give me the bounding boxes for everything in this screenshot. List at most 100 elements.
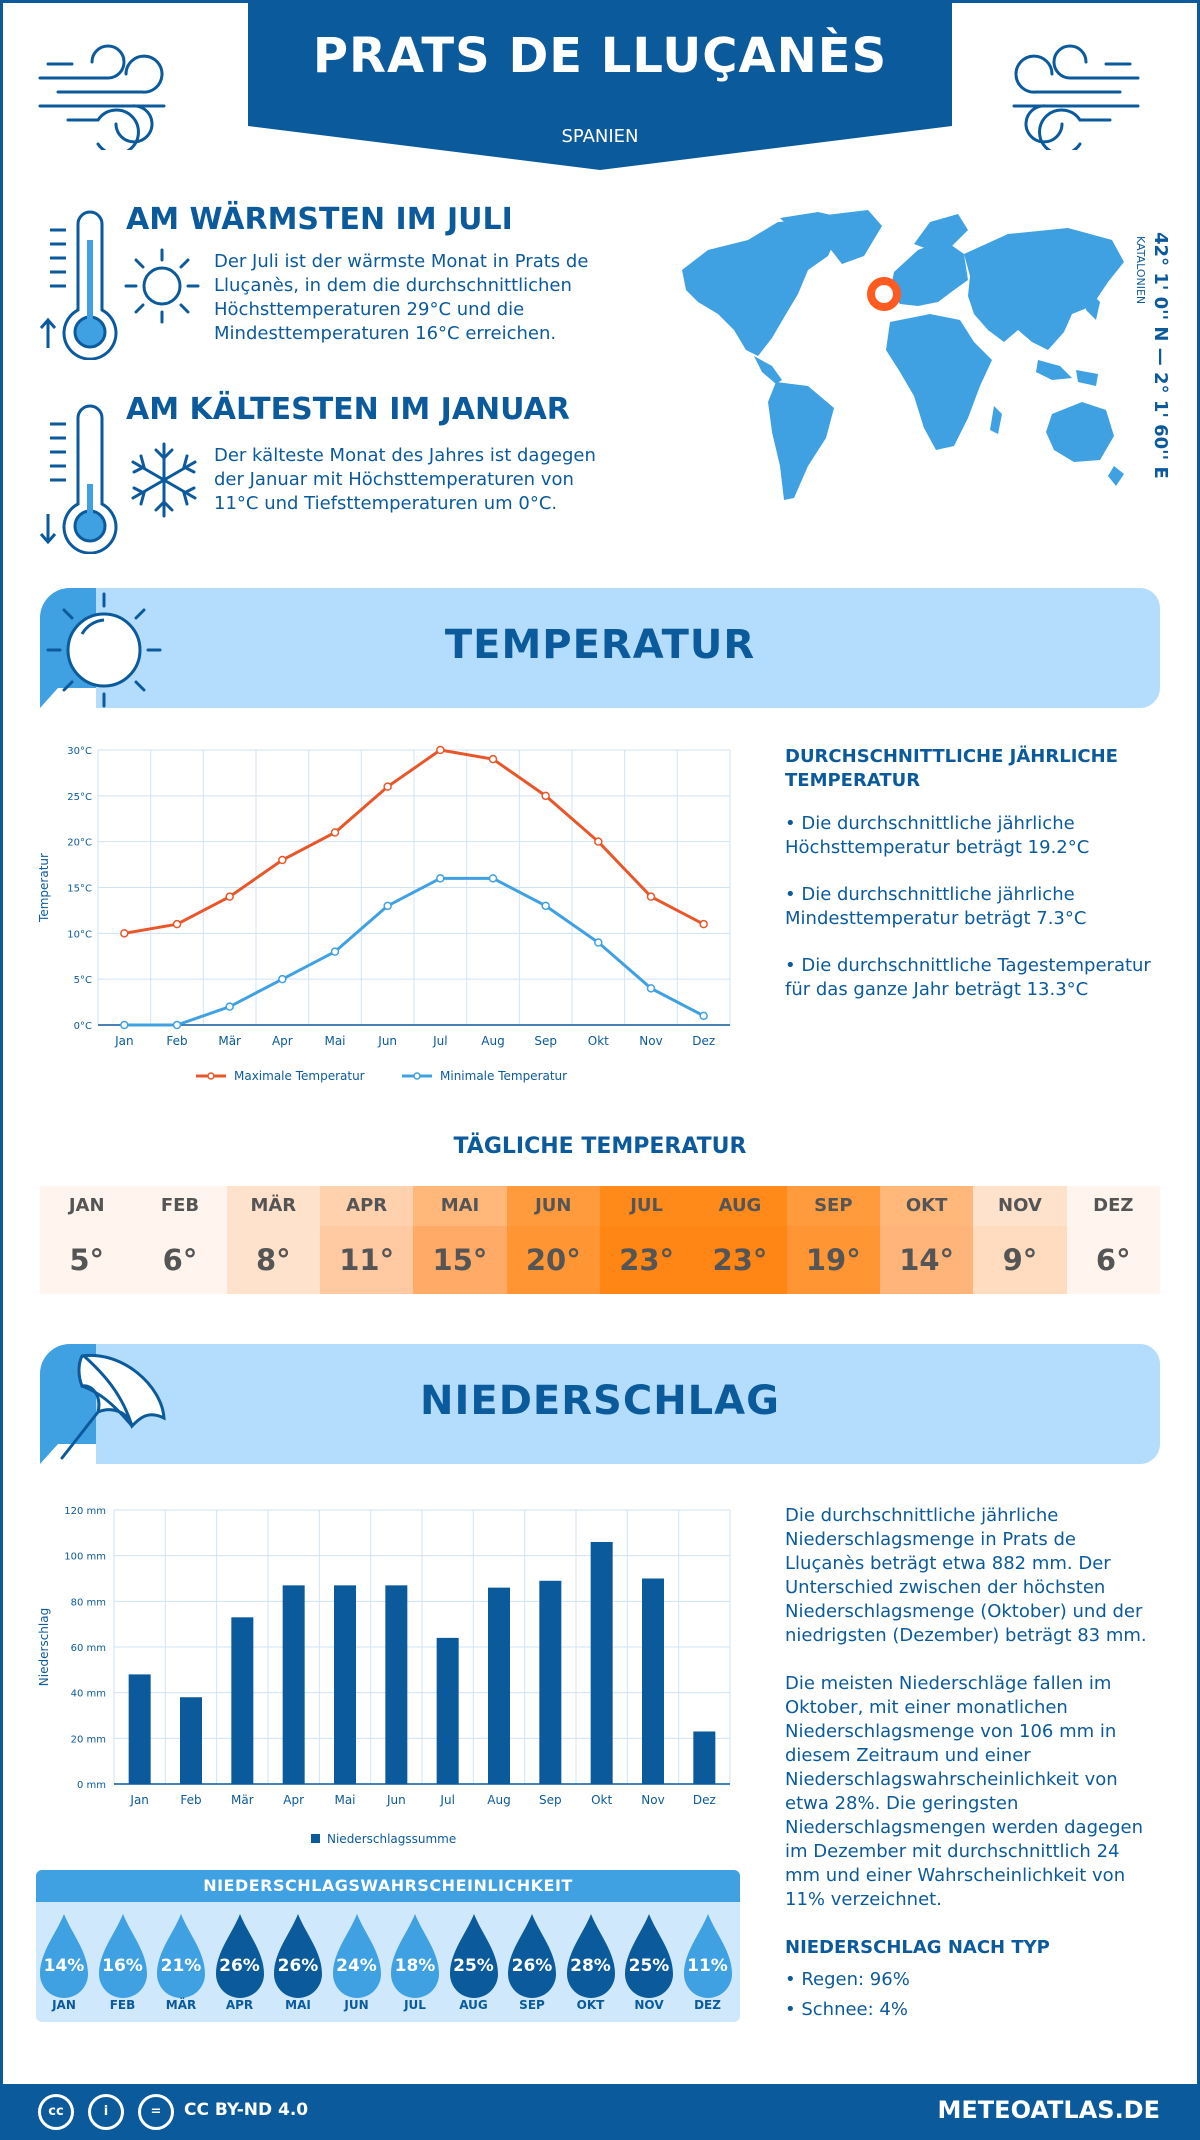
data-point bbox=[172, 1020, 182, 1030]
raindrop-shape bbox=[332, 1914, 381, 1998]
x-tick-label: Feb bbox=[166, 1034, 187, 1048]
temperature-bullet: • Die durchschnittliche jährliche Mindes… bbox=[785, 884, 1087, 929]
raindrop-icon bbox=[215, 1914, 264, 1998]
series-line bbox=[124, 876, 705, 1027]
wind-icon bbox=[38, 44, 166, 150]
data-point bbox=[330, 947, 340, 956]
probability-month: JUL bbox=[404, 1998, 426, 2012]
text-line: 11% verzeichnet. bbox=[785, 1889, 942, 1910]
precipitation-details: Die meisten Niederschläge fallen im Oktob… bbox=[785, 1672, 1160, 1912]
daily-month-label: FEB bbox=[133, 1186, 227, 1226]
data-point bbox=[225, 892, 234, 901]
region-label: KATALONIEN bbox=[1134, 236, 1147, 305]
temperature-bullet: • Die durchschnittliche Tagestemperatur … bbox=[785, 955, 1151, 1000]
temperature-title: TEMPERATUR bbox=[444, 622, 756, 668]
probability-value: 25% bbox=[628, 1956, 670, 1976]
raindrop-icon bbox=[157, 1914, 205, 1998]
probability-value: 26% bbox=[277, 1956, 319, 1976]
daily-month-label: JAN bbox=[40, 1186, 134, 1226]
probability-value: 11% bbox=[687, 1956, 728, 1976]
daily-temperature-value: 20° bbox=[506, 1226, 600, 1294]
y-tick-label: 15°C bbox=[67, 884, 92, 895]
precipitation-type-snow: • Schnee: 4% bbox=[785, 1999, 908, 2020]
data-point bbox=[225, 1002, 234, 1011]
daily-temperature-column: SEP 19° bbox=[786, 1186, 880, 1294]
x-tick-label: Apr bbox=[283, 1793, 304, 1807]
x-tick-label: Sep bbox=[534, 1034, 557, 1048]
bar bbox=[436, 1637, 459, 1784]
y-axis-label: Niederschlag bbox=[37, 1608, 51, 1686]
raindrop-shape bbox=[391, 1914, 439, 1998]
daily-month-label: MAI bbox=[413, 1186, 507, 1226]
text-line: Niederschlagsmenge (Oktober) und der bbox=[785, 1601, 1143, 1622]
raindrop-icon bbox=[449, 1914, 498, 1998]
raindrop-shape bbox=[449, 1914, 498, 1998]
text-line: Oktober, mit einer monatlichen bbox=[785, 1697, 1068, 1718]
daily-temperature-value: 15° bbox=[413, 1226, 507, 1294]
sun-icon bbox=[124, 248, 200, 324]
thermometer-up-icon bbox=[39, 210, 118, 360]
x-tick-label: Dez bbox=[692, 1034, 715, 1048]
raindrop-shape bbox=[566, 1914, 615, 1998]
daily-temperature-column: DEZ 6° bbox=[1066, 1186, 1160, 1294]
raindrop-shape bbox=[40, 1914, 88, 1998]
daily-temperature-column: JUL 23° bbox=[599, 1186, 694, 1294]
x-tick-label: Jan bbox=[129, 1793, 149, 1807]
precipitation-probability-title: NIEDERSCHLAGSWAHRSCHEINLICHKEIT bbox=[36, 1870, 740, 1902]
x-tick-label: Jul bbox=[432, 1034, 447, 1048]
daily-temperature-value: 9° bbox=[973, 1226, 1067, 1294]
text-line: im Dezember mit durchschnittlich 24 bbox=[785, 1841, 1120, 1862]
y-axis-label: Temperatur bbox=[37, 853, 51, 923]
bar bbox=[231, 1617, 254, 1784]
daily-month-label: NOV bbox=[973, 1186, 1067, 1226]
bar bbox=[282, 1585, 305, 1784]
coordinates: 42° 1' 0'' N — 2° 1' 60'' E bbox=[1150, 232, 1171, 479]
thermometer-down-icon bbox=[39, 404, 118, 554]
x-tick-label: Feb bbox=[180, 1793, 201, 1807]
bar bbox=[128, 1674, 151, 1784]
probability-value: 24% bbox=[336, 1956, 377, 1976]
x-tick-label: Okt bbox=[588, 1034, 609, 1048]
text-line: Unterschied zwischen der höchsten bbox=[785, 1577, 1106, 1598]
bar bbox=[693, 1731, 716, 1784]
probability-value: 21% bbox=[160, 1956, 202, 1976]
legend-label: Minimale Temperatur bbox=[440, 1069, 567, 1083]
x-tick-label: Nov bbox=[641, 1793, 664, 1807]
daily-temperature-column: APR 11° bbox=[319, 1186, 414, 1294]
snowflake-icon bbox=[131, 442, 197, 518]
daily-temperature-value: 23° bbox=[693, 1226, 787, 1294]
daily-temperature-column: AUG 23° bbox=[693, 1186, 787, 1294]
y-tick-label: 80 mm bbox=[71, 1597, 106, 1608]
site-link[interactable]: METEOATLAS.DE bbox=[937, 2096, 1160, 2124]
daily-temperature-value: 6° bbox=[133, 1226, 227, 1294]
legend-marker bbox=[207, 1072, 215, 1080]
daily-month-label: OKT bbox=[879, 1186, 974, 1226]
bar bbox=[488, 1587, 510, 1784]
page-title: PRATS DE LLUÇANÈS bbox=[312, 28, 888, 84]
text-line: Niederschlagsmenge in Prats de bbox=[785, 1529, 1076, 1550]
license-label: CC BY-ND 4.0 bbox=[184, 2100, 309, 2120]
bar bbox=[642, 1578, 664, 1784]
x-tick-label: Sep bbox=[539, 1793, 562, 1807]
text-line: Niederschlagsmenge von 106 mm in bbox=[785, 1721, 1117, 1742]
y-tick-label: 10°C bbox=[67, 929, 92, 940]
daily-temperature-value: 5° bbox=[40, 1226, 134, 1294]
data-point bbox=[541, 901, 550, 911]
data-point bbox=[120, 1020, 129, 1030]
text-line: Die meisten Niederschläge fallen im bbox=[785, 1673, 1112, 1694]
probability-month: FEB bbox=[109, 1998, 136, 2012]
daily-month-label: JUL bbox=[599, 1186, 694, 1226]
x-tick-label: Mai bbox=[324, 1034, 345, 1048]
x-tick-label: Jan bbox=[114, 1034, 134, 1048]
probability-month: APR bbox=[225, 1998, 254, 2012]
data-point bbox=[278, 974, 287, 984]
legend-label: Niederschlagssumme bbox=[327, 1832, 456, 1846]
daily-temperature-value: 6° bbox=[1066, 1226, 1160, 1294]
raindrop-icon bbox=[40, 1914, 88, 1998]
probability-month: AUG bbox=[459, 1998, 488, 2012]
probability-value: 26% bbox=[219, 1956, 260, 1976]
raindrop-shape bbox=[274, 1914, 322, 1998]
daily-temperature-table: JAN 5° FEB 6° MÄR 8° APR 11° MAI 15° JUN 20° JUL 23° A… bbox=[40, 1186, 1160, 1294]
daily-temperature-column: MÄR 8° bbox=[226, 1186, 320, 1294]
data-point bbox=[646, 984, 656, 993]
